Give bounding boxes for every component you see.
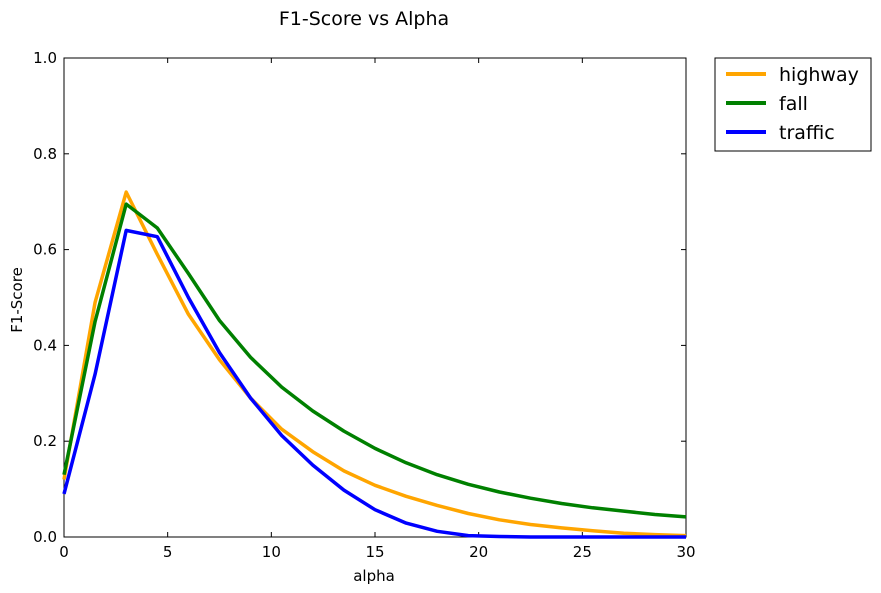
series-line-highway xyxy=(62,190,687,538)
x-tick-label: 10 xyxy=(262,543,281,561)
x-tick-label: 15 xyxy=(365,543,384,561)
y-tick-label: 0.0 xyxy=(33,528,57,546)
series-line-traffic xyxy=(62,228,686,539)
y-tick-label: 0.2 xyxy=(33,432,57,450)
x-axis-title: alpha xyxy=(353,567,395,585)
axis-ticks: 0 5 10 15 20 25 30 0.0 0.2 0.4 0.6 0.8 1.0 xyxy=(33,49,695,561)
y-axis-title: F1-Score xyxy=(8,267,26,333)
plot-frame xyxy=(63,57,687,538)
series-line-fall xyxy=(62,202,687,519)
y-tick-label: 1.0 xyxy=(33,49,57,67)
chart-title: F1-Score vs Alpha xyxy=(279,8,449,30)
x-tick-label: 20 xyxy=(469,543,488,561)
series-lines xyxy=(62,190,687,539)
legend-label-fall: fall xyxy=(779,93,808,115)
x-tick-label: 5 xyxy=(163,543,173,561)
x-tick-label: 25 xyxy=(573,543,592,561)
y-tick-label: 0.8 xyxy=(33,145,57,163)
x-tick-label: 0 xyxy=(59,543,69,561)
legend: highway fall traffic xyxy=(714,57,872,152)
y-tick-label: 0.6 xyxy=(33,241,57,259)
plot-area xyxy=(63,57,687,538)
x-tick-label: 30 xyxy=(676,543,695,561)
legend-label-highway: highway xyxy=(779,64,859,86)
legend-label-traffic: traffic xyxy=(779,122,835,144)
y-tick-label: 0.4 xyxy=(33,336,57,354)
